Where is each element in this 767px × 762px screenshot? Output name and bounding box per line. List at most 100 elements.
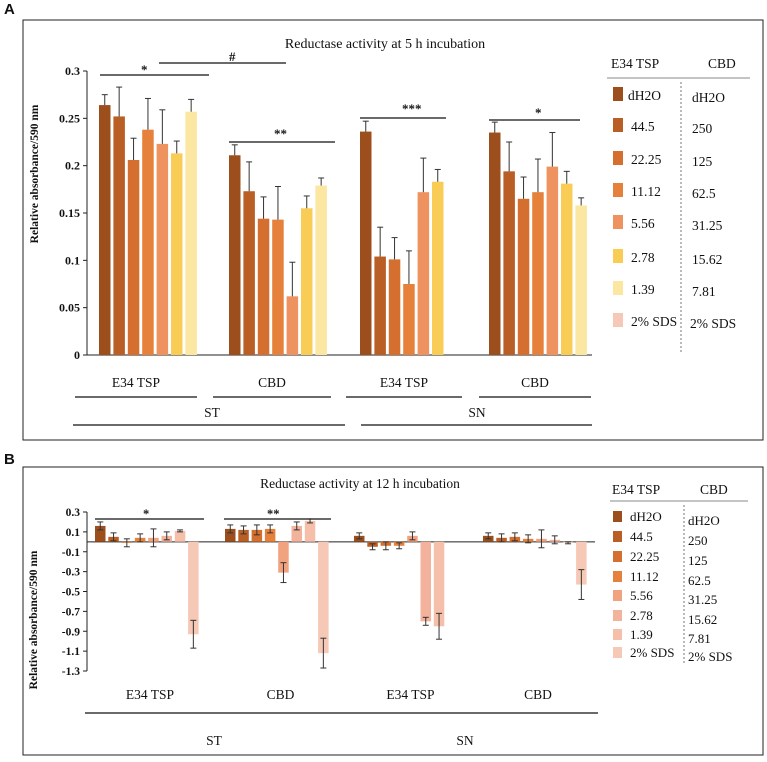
bar-a xyxy=(403,284,415,355)
super-label-a-sn: SN xyxy=(468,405,486,420)
chart-a-title: Reductase activity at 5 h incubation xyxy=(285,37,485,52)
legend-cbd-value-a: 250 xyxy=(692,121,713,136)
panel-b-letter: B xyxy=(4,451,15,468)
significance-label-a: # xyxy=(229,49,236,64)
bar-a xyxy=(546,166,559,355)
legend-swatch-a xyxy=(613,313,623,327)
bar-b xyxy=(188,541,199,635)
bar-b xyxy=(433,541,445,627)
legend-swatch-a xyxy=(613,249,623,263)
y-tick-label-b: -0.5 xyxy=(62,587,80,599)
legend-cbd-value-b: 15.62 xyxy=(688,612,717,627)
legend-cbd-value-b: 62.5 xyxy=(688,573,711,588)
legend-e34-value-b: 1.39 xyxy=(630,627,653,642)
bar-a xyxy=(503,171,515,355)
legend-cbd-value-a: 62.5 xyxy=(692,186,716,201)
significance-label-b: * xyxy=(143,507,149,521)
bar-b xyxy=(318,541,329,654)
bar-a xyxy=(517,198,530,355)
legend-swatch-a xyxy=(613,87,623,101)
chart-b-title: Reductase activity at 12 h incubation xyxy=(260,476,460,491)
group-label-a: E34 TSP xyxy=(380,375,428,390)
legend-e34-value-b: 2.78 xyxy=(630,608,653,623)
legend-cbd-value-a: 15.62 xyxy=(692,252,722,267)
panel-b-frame xyxy=(22,466,764,756)
legend-e34-value-a: 22.25 xyxy=(631,152,662,167)
significance-label-a: ** xyxy=(274,126,287,141)
significance-label-b: ** xyxy=(267,507,280,521)
legend-swatch-b xyxy=(613,531,622,542)
bar-a xyxy=(243,191,255,355)
legend-e34-value-b: 11.12 xyxy=(630,569,659,584)
legend-swatch-b xyxy=(613,590,622,601)
legend-swatch-b xyxy=(613,629,622,640)
legend-b-header-cbd: CBD xyxy=(700,482,728,497)
y-tick-label-a: 0.3 xyxy=(65,64,80,78)
bar-a xyxy=(417,192,430,355)
legend-e34-value-a: 2% SDS xyxy=(631,314,677,329)
legend-e34-value-a: dH2O xyxy=(628,88,661,103)
y-tick-label-b: 0.3 xyxy=(66,507,81,519)
y-tick-label-a: 0.05 xyxy=(59,301,80,315)
y-tick-label-b: -0.3 xyxy=(62,567,80,579)
legend-cbd-value-b: 250 xyxy=(688,533,708,548)
group-label-a: E34 TSP xyxy=(112,375,160,390)
group-label-b: E34 TSP xyxy=(126,687,174,702)
bar-a xyxy=(171,153,183,355)
legend-cbd-value-a: 7.81 xyxy=(692,284,716,299)
y-tick-label-a: 0.25 xyxy=(59,111,80,125)
legend-swatch-b xyxy=(613,647,622,658)
group-label-b: CBD xyxy=(267,687,295,702)
chart-a-legend: E34 TSP CBD dH2O dH2O 44.5 250 22.25 125 11.12… xyxy=(607,56,750,352)
bar-a xyxy=(374,256,386,355)
bar-b xyxy=(95,525,106,542)
bar-a xyxy=(301,208,313,355)
legend-cbd-value-a: dH2O xyxy=(692,90,725,105)
chart-b-legend: E34 TSP CBD dH2O dH2O 44.5 250 22.25 125 11.12… xyxy=(610,482,748,665)
legend-a-header-cbd: CBD xyxy=(708,56,736,71)
bar-a xyxy=(432,181,444,355)
bar-a xyxy=(156,143,169,355)
legend-cbd-value-a: 2% SDS xyxy=(690,316,736,331)
y-tick-label-b: -0.1 xyxy=(62,547,80,559)
bar-a xyxy=(257,218,270,355)
bar-a xyxy=(229,155,241,355)
bar-a xyxy=(127,159,140,355)
legend-e34-value-a: 5.56 xyxy=(631,216,655,231)
bar-a xyxy=(315,185,327,355)
legend-e34-value-a: 11.12 xyxy=(631,184,661,199)
legend-cbd-value-b: 2% SDS xyxy=(688,649,732,664)
group-label-a: CBD xyxy=(258,375,286,390)
bar-a xyxy=(113,116,125,355)
group-label-b: E34 TSP xyxy=(386,687,434,702)
y-tick-label-b: -0.9 xyxy=(62,626,80,638)
bar-b xyxy=(420,541,431,622)
legend-cbd-value-b: 125 xyxy=(688,553,708,568)
super-label-b-sn: SN xyxy=(456,733,474,748)
panel-a-frame xyxy=(22,19,764,441)
bar-a xyxy=(185,111,197,355)
legend-e34-value-b: 22.25 xyxy=(630,549,659,564)
group-label-a: CBD xyxy=(521,375,549,390)
significance-label-a: *** xyxy=(402,101,422,116)
y-tick-label-b: -0.7 xyxy=(62,606,80,618)
panel-a-letter: A xyxy=(4,1,15,18)
significance-label-a: * xyxy=(535,105,542,120)
legend-e34-value-b: 44.5 xyxy=(630,529,653,544)
bar-b xyxy=(238,529,249,542)
legend-cbd-value-b: 31.25 xyxy=(688,592,717,607)
super-label-b-st: ST xyxy=(206,733,223,748)
bar-a xyxy=(561,183,573,355)
bar-a xyxy=(286,296,299,355)
bar-a xyxy=(575,205,587,355)
legend-swatch-a xyxy=(613,281,623,295)
bar-b xyxy=(291,525,302,542)
bar-b xyxy=(174,530,186,542)
legend-e34-value-b: 5.56 xyxy=(630,588,653,603)
bar-b xyxy=(576,541,587,585)
y-tick-label-a: 0.2 xyxy=(65,159,80,173)
legend-swatch-b xyxy=(613,511,622,522)
bar-b xyxy=(278,541,289,573)
legend-b-header-e34: E34 TSP xyxy=(612,482,660,497)
